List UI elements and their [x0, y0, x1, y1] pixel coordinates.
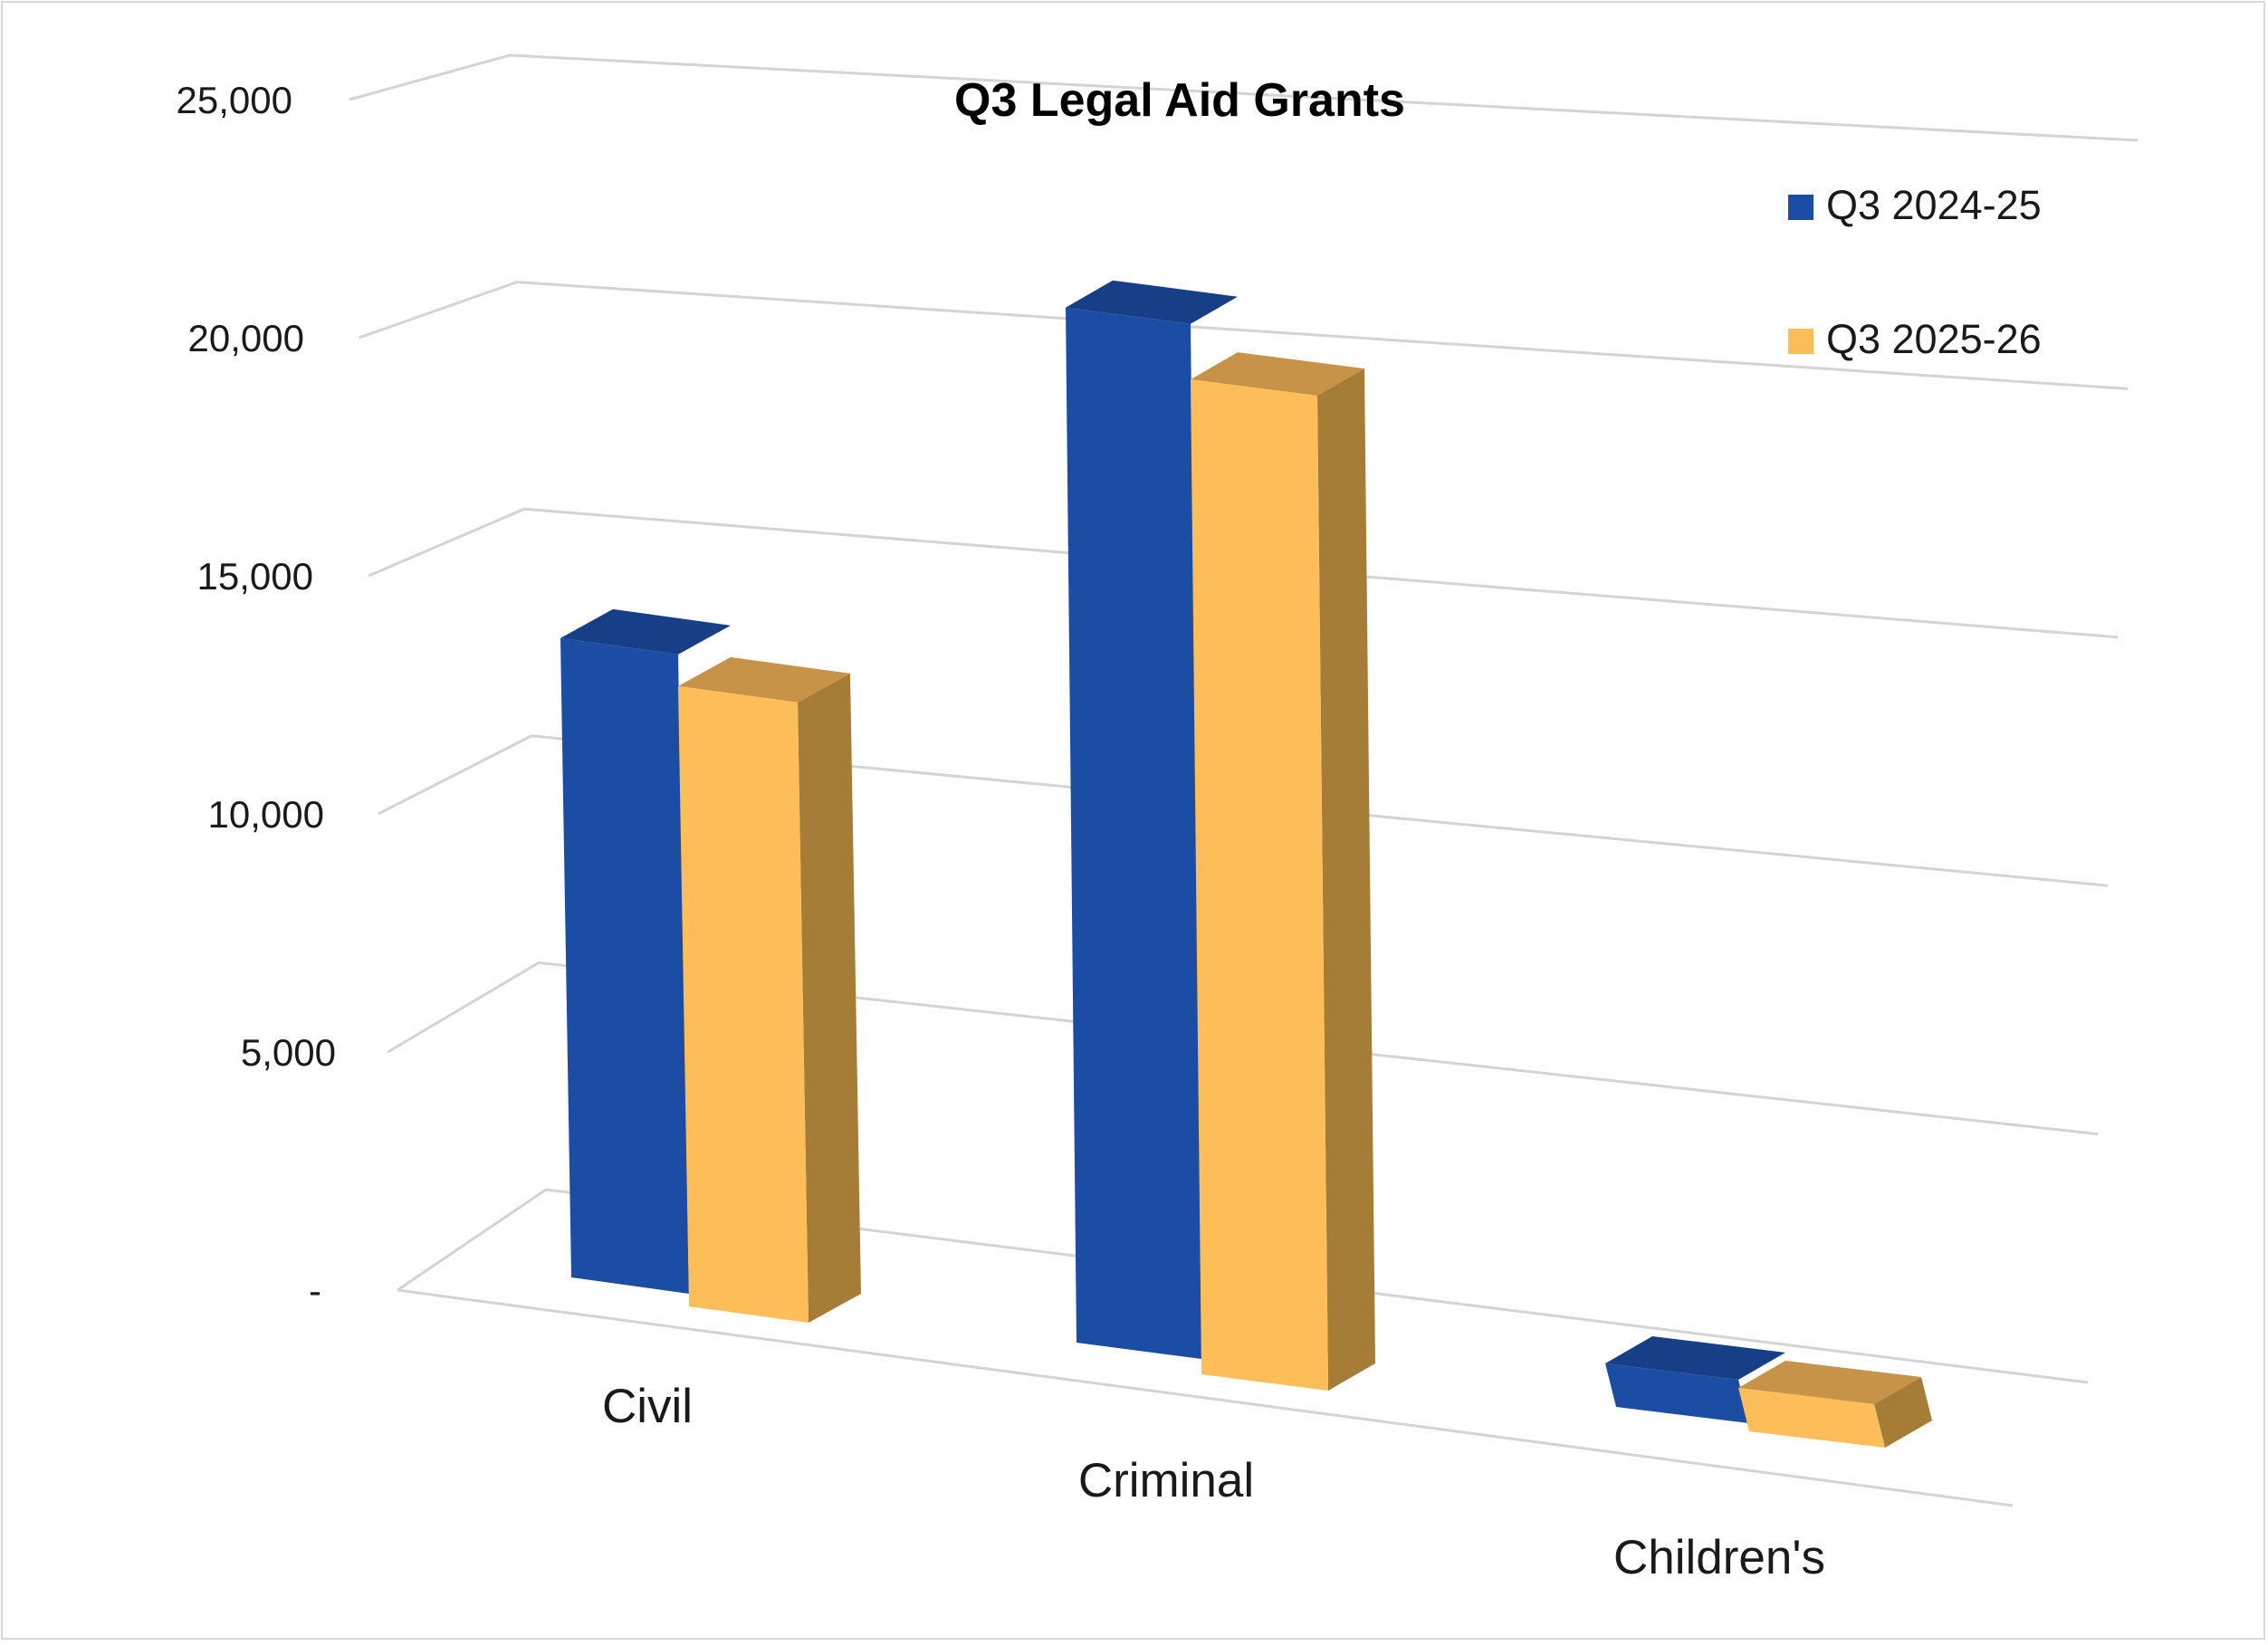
- legend-label: Q3 2024-25: [1826, 182, 2042, 228]
- gridlines: [349, 53, 2139, 1507]
- bar-side: [798, 673, 861, 1323]
- bar: [560, 608, 731, 1294]
- gridline: [368, 507, 2119, 639]
- legend: Q3 2024-25 Q3 2025-26: [1788, 182, 2042, 362]
- bar-top: [1738, 1361, 1921, 1404]
- legend-swatch: [1788, 195, 1813, 220]
- category-label: Children's: [1613, 1531, 1825, 1584]
- y-tick-label: 5,000: [241, 1031, 336, 1074]
- floor-front-edge: [397, 1288, 2014, 1507]
- gridline: [378, 734, 2109, 887]
- y-tick-label: -: [309, 1269, 321, 1312]
- bar: [678, 656, 861, 1323]
- bar-front: [1066, 307, 1201, 1360]
- bar-front: [1191, 379, 1328, 1392]
- bar-top: [1191, 352, 1364, 397]
- chart-title: Q3 Legal Aid Grants: [954, 74, 1405, 127]
- y-tick-label: 15,000: [197, 555, 313, 598]
- bar-top: [1605, 1336, 1785, 1380]
- legend-swatch: [1788, 329, 1813, 354]
- bar-front: [678, 685, 809, 1323]
- bar: [1066, 280, 1238, 1360]
- category-label: Criminal: [1078, 1454, 1254, 1507]
- bar: [1738, 1361, 1932, 1448]
- bar-top: [678, 656, 850, 703]
- bar: [1605, 1336, 1785, 1423]
- y-tick-label: 25,000: [177, 79, 292, 121]
- gridline: [397, 1188, 2089, 1384]
- bar: [1191, 352, 1375, 1392]
- y-tick-label: 20,000: [188, 317, 304, 359]
- bar-side: [1874, 1377, 1932, 1448]
- x-axis-categories: Civil Criminal Children's: [602, 1380, 1825, 1584]
- y-axis-ticks: - 5,000 10,000 15,000 20,000 25,000: [177, 79, 336, 1312]
- bar-front: [1738, 1388, 1885, 1448]
- bar-front: [1605, 1363, 1749, 1423]
- gridline: [349, 53, 2139, 142]
- y-tick-label: 10,000: [208, 793, 324, 836]
- gridline: [359, 281, 2129, 390]
- bar-top: [560, 608, 731, 655]
- gridline: [387, 961, 2099, 1136]
- legend-label: Q3 2025-26: [1826, 316, 2042, 362]
- bar-top: [1066, 280, 1238, 324]
- category-label: Civil: [602, 1380, 693, 1433]
- bars: [560, 280, 1932, 1448]
- bar-side: [1317, 368, 1375, 1392]
- bar-front: [560, 637, 689, 1294]
- chart-canvas: - 5,000 10,000 15,000 20,000 25,000 Civil Crim…: [177, 53, 2139, 1584]
